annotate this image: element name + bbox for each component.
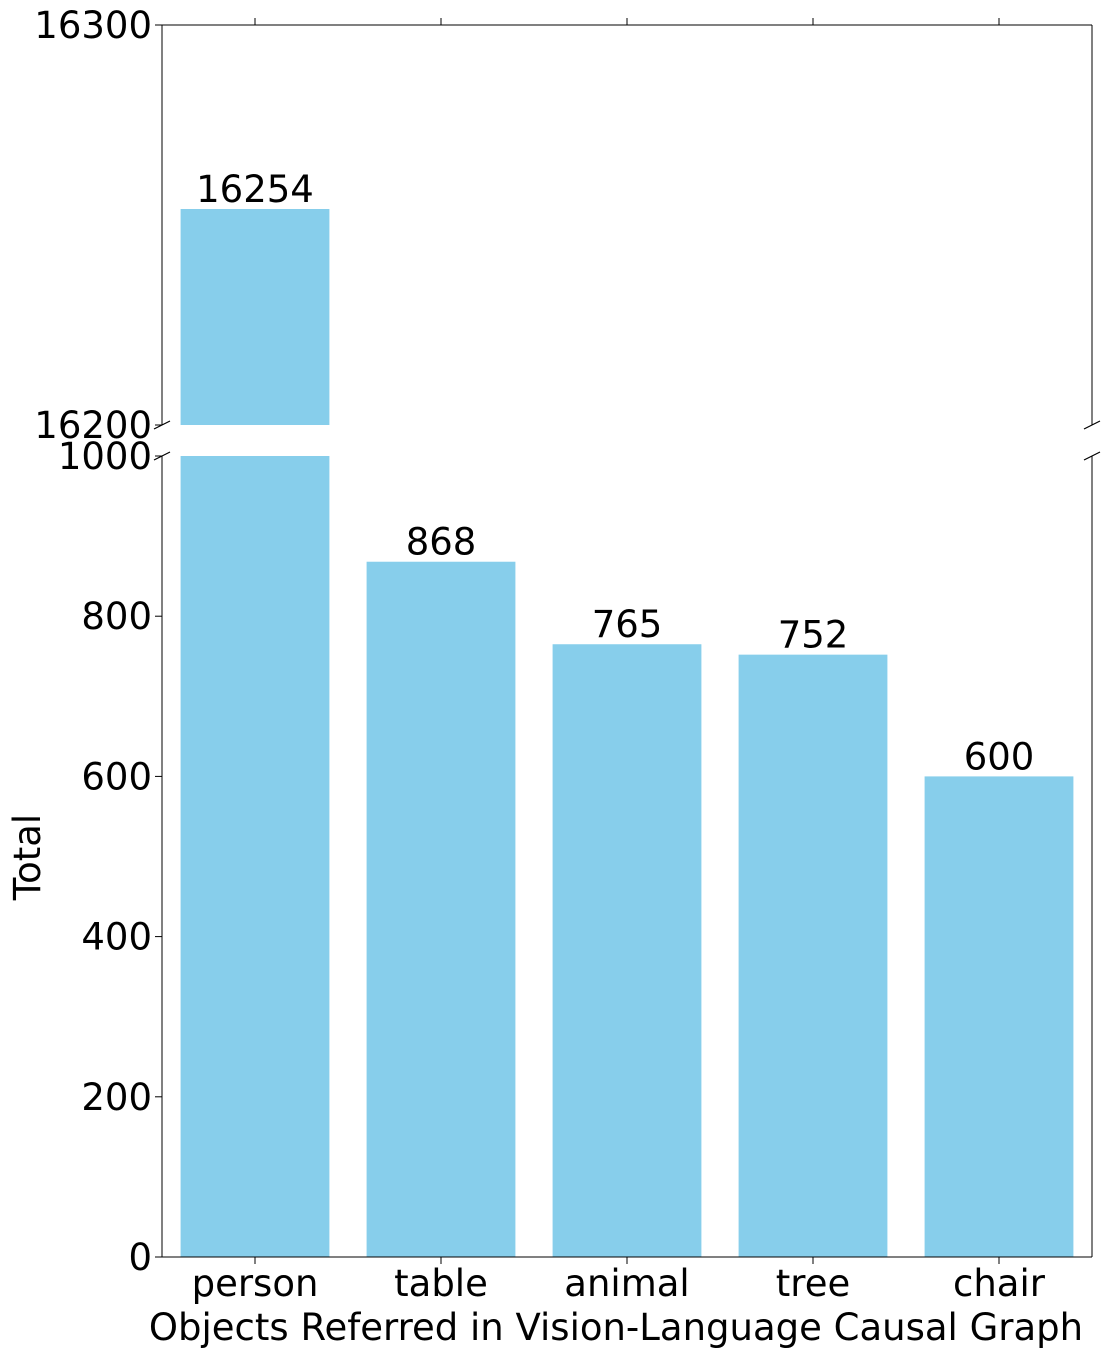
lower-y-tick-label-0: 0 (128, 1236, 152, 1279)
bar-person-upper (180, 209, 330, 425)
data-labels-group: 16254 868 765 752 600 (196, 168, 1034, 778)
lower-y-tick-label-200: 200 (81, 1076, 152, 1119)
lower-y-tick-label-400: 400 (81, 916, 152, 959)
lower-y-tick-label-800: 800 (81, 595, 152, 638)
bar-chair-lower (924, 776, 1074, 1257)
x-tick-label-animal: animal (564, 1262, 689, 1305)
x-tick-label-chair: chair (953, 1262, 1046, 1305)
y-axis-label: Total (6, 814, 49, 901)
bar-table-lower (366, 561, 516, 1257)
bars-group (180, 209, 1074, 1257)
break-mark-upper-right (1083, 420, 1101, 430)
data-label-chair: 600 (964, 735, 1035, 778)
x-tick-label-tree: tree (776, 1262, 850, 1305)
upper-y-tick-label-16200: 16200 (34, 404, 152, 447)
ticks-group: 16200 16300 0 200 400 600 800 1000 person table an… (34, 4, 1045, 1305)
data-label-table: 868 (406, 521, 477, 564)
x-axis-label: Objects Referred in Vision-Language Caus… (149, 1306, 1083, 1349)
lower-y-tick-label-1000: 1000 (58, 435, 152, 478)
data-label-person: 16254 (196, 168, 314, 211)
bar-person-lower (180, 456, 330, 1257)
x-tick-label-person: person (192, 1262, 319, 1305)
upper-y-tick-label-16300: 16300 (34, 4, 152, 47)
x-tick-label-table: table (394, 1262, 488, 1305)
data-label-tree: 752 (778, 614, 849, 657)
bar-animal-lower (552, 644, 702, 1257)
data-label-animal: 765 (592, 603, 663, 646)
break-mark-lower-right (1083, 451, 1101, 461)
lower-y-tick-label-600: 600 (81, 755, 152, 798)
bar-tree-lower (738, 654, 888, 1257)
